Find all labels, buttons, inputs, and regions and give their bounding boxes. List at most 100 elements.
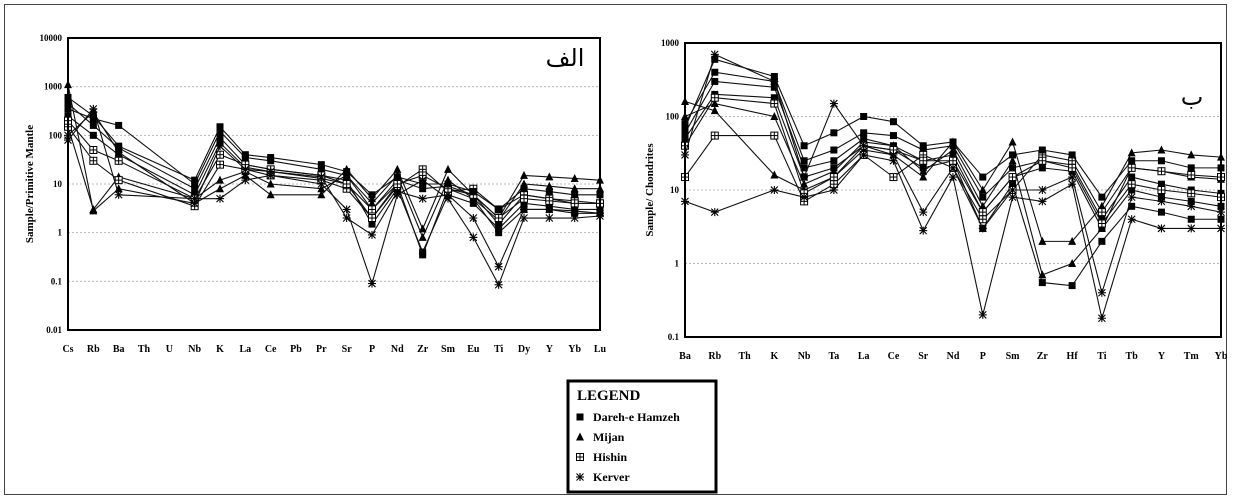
series-line [684, 100, 1222, 242]
data-point [494, 214, 503, 223]
x-tick-label: Eu [467, 344, 480, 355]
data-point [1068, 163, 1077, 172]
data-point [711, 77, 719, 85]
data-point [570, 173, 579, 182]
data-point [545, 188, 553, 196]
data-point [1097, 219, 1106, 228]
legend-item: Hishin [576, 450, 627, 464]
data-point [191, 180, 199, 188]
data-point [978, 224, 987, 233]
legend-item: Mijan [576, 430, 625, 444]
data-point [949, 151, 957, 159]
data-point [570, 199, 579, 208]
data-point [241, 165, 250, 174]
data-point [1187, 164, 1195, 172]
data-point [949, 173, 957, 182]
data-point [444, 190, 452, 199]
series-line [684, 102, 1222, 276]
y-tick-label: 1 [675, 259, 680, 269]
data-point [978, 208, 987, 217]
legend-label: Hishin [593, 450, 627, 464]
data-point [1038, 156, 1047, 165]
x-tick-label: Zr [1037, 351, 1049, 362]
series-10 [681, 55, 1225, 201]
data-point [770, 112, 779, 120]
series-9 [681, 50, 1225, 297]
x-tick-label: Y [546, 344, 554, 355]
data-point [919, 172, 928, 181]
x-tick-label: Yb [1215, 351, 1228, 362]
data-point [444, 180, 452, 188]
data-point [1157, 145, 1166, 154]
y-tick-label: 1000 [661, 38, 680, 48]
data-point [1038, 197, 1047, 206]
x-tick-label: Lu [594, 344, 607, 355]
data-point [1038, 270, 1047, 279]
data-point [520, 199, 528, 207]
data-point [1098, 237, 1106, 245]
x-tick-label: Tm [1184, 351, 1200, 362]
data-point [1008, 173, 1017, 182]
legend-label: Dareh-e Hamzeh [593, 410, 680, 424]
data-point [949, 138, 957, 146]
data-point [418, 232, 427, 241]
data-point [89, 156, 98, 165]
data-point [342, 205, 351, 214]
data-point [1009, 164, 1017, 172]
y-tick-label: 0.1 [668, 332, 680, 342]
legend-symbol [576, 413, 584, 421]
data-point [368, 220, 376, 228]
data-point [1128, 173, 1136, 181]
legend-title: LEGEND [577, 388, 641, 404]
x-tick-label: Th [138, 344, 151, 355]
data-point [978, 215, 987, 224]
x-tick-label: Zr [417, 344, 429, 355]
data-point [770, 99, 779, 108]
data-point [710, 131, 719, 140]
y-tick-label: 0.1 [51, 276, 63, 286]
data-point [494, 280, 503, 289]
data-point [979, 173, 987, 181]
data-point [469, 188, 477, 196]
data-point [469, 214, 478, 223]
data-point [1097, 208, 1106, 217]
data-point [1097, 314, 1106, 323]
series-10 [64, 93, 604, 213]
x-tick-label: Sm [441, 344, 456, 355]
data-point [190, 199, 199, 208]
data-point [1068, 236, 1077, 245]
y-tick-label: 1 [58, 228, 63, 238]
legend-label: Kerver [593, 470, 630, 484]
series-8 [64, 104, 604, 289]
data-point [919, 226, 928, 235]
data-point [1098, 215, 1106, 223]
data-point [114, 148, 123, 157]
data-point [1157, 157, 1165, 165]
data-point [1038, 146, 1046, 154]
data-point [495, 225, 503, 233]
legend-label: Mijan [593, 430, 625, 444]
data-point [1097, 223, 1106, 232]
data-point [919, 208, 928, 217]
data-point [949, 145, 957, 154]
data-point [860, 129, 868, 137]
data-point [444, 164, 452, 173]
series-line [684, 53, 1222, 295]
data-point [89, 204, 98, 213]
data-point [830, 129, 838, 137]
data-point [1187, 224, 1196, 233]
data-point [919, 166, 928, 175]
data-point [1187, 170, 1196, 179]
data-point [770, 73, 778, 81]
data-point [317, 190, 326, 199]
series-5 [64, 122, 604, 241]
data-point [216, 134, 224, 142]
data-point [89, 131, 97, 139]
legend-symbol [576, 473, 584, 481]
series-5 [681, 99, 1225, 279]
data-point [115, 142, 123, 150]
plot-area [684, 42, 1222, 338]
data-point [469, 199, 477, 207]
y-tick-label: 100 [49, 130, 63, 140]
data-point [889, 173, 898, 182]
